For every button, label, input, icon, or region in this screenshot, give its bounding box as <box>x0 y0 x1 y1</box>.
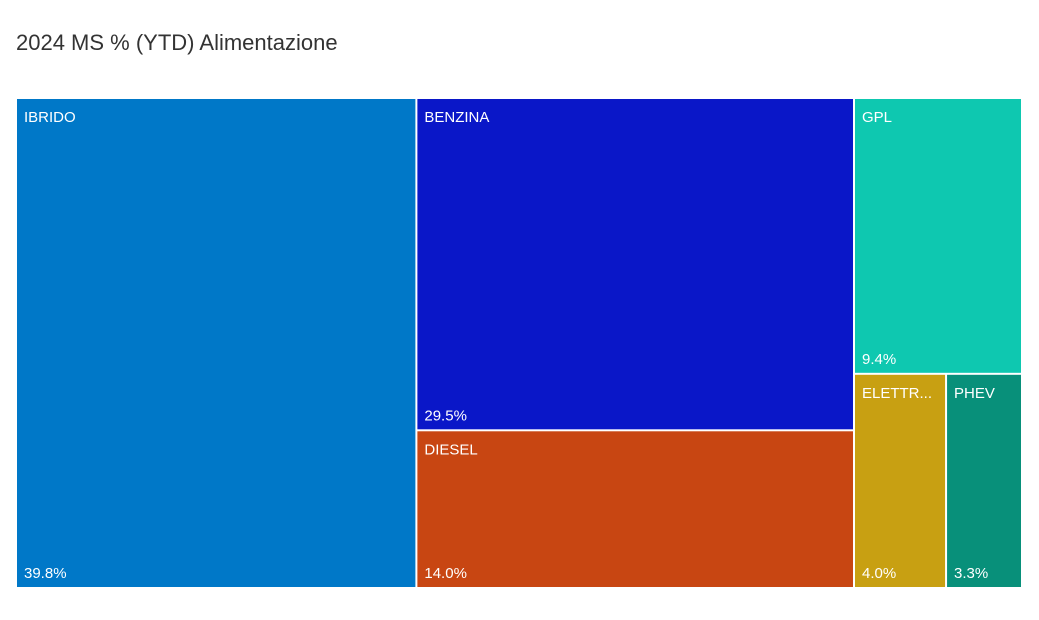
tile-label: IBRIDO <box>24 109 76 126</box>
tile-value: 3.3% <box>954 565 988 582</box>
treemap-tile <box>417 99 853 430</box>
tile-value: 14.0% <box>424 565 467 582</box>
tile-label: BENZINA <box>424 109 489 126</box>
treemap-tile <box>854 99 1021 373</box>
tile-label: DIESEL <box>424 441 477 458</box>
treemap-tile <box>947 374 1021 587</box>
treemap-tile <box>417 431 853 587</box>
tile-value: 9.4% <box>862 351 896 368</box>
tile-value: 39.8% <box>24 565 67 582</box>
treemap-tile <box>854 374 946 587</box>
treemap-tile <box>17 99 416 587</box>
tile-label: PHEV <box>954 385 995 402</box>
tile-value: 29.5% <box>424 407 467 424</box>
tile-label: ELETTR... <box>862 385 932 402</box>
chart-title: 2024 MS % (YTD) Alimentazione <box>16 30 338 55</box>
tile-value: 4.0% <box>862 565 896 582</box>
tile-label: GPL <box>862 109 892 126</box>
